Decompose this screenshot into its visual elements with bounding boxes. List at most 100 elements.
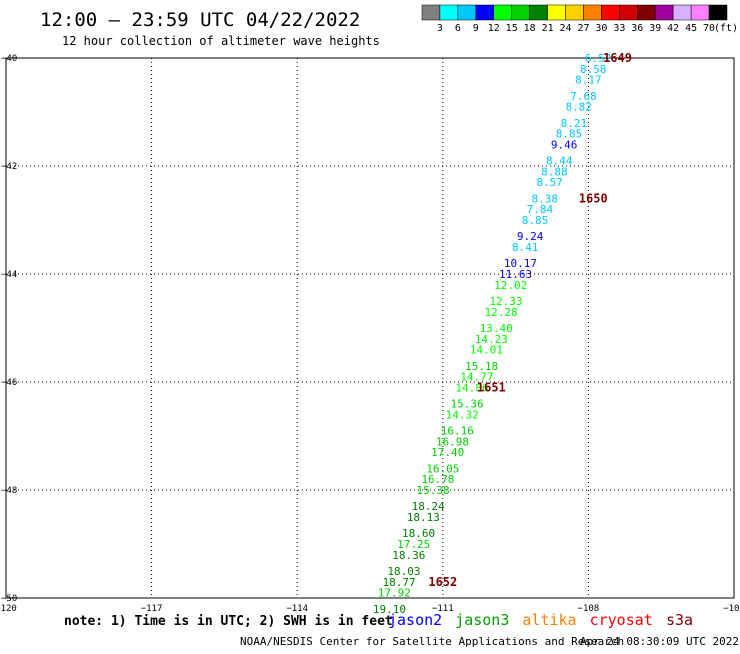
x-tick-label: −114: [286, 604, 308, 614]
wave-height-value: 8.44: [546, 155, 573, 168]
wave-height-value: 16.05: [426, 462, 459, 475]
wave-height-value: 12.28: [484, 306, 517, 319]
wave-height-value: 8.41: [512, 241, 539, 254]
wave-height-value: 8.21: [561, 117, 588, 130]
wave-height-value: 18.13: [407, 511, 440, 524]
color-scale-unit: (ft): [714, 23, 738, 34]
color-swatch: [583, 4, 602, 21]
satellite-legend-item: jason2: [388, 611, 442, 629]
x-tick-label: −120: [0, 604, 17, 614]
wave-height-value: 15.18: [465, 360, 498, 373]
wave-height-value: 15.36: [451, 398, 484, 411]
y-tick-labels: −40 −42 −44 −46 −48 −50: [1, 54, 17, 604]
wave-height-value: 14.23: [475, 333, 508, 346]
wave-height-value: 10.17: [504, 257, 537, 270]
wave-height-value: 8.17: [575, 74, 602, 87]
wave-height-value: 17.25: [397, 538, 430, 551]
wave-height-value: 9.46: [551, 138, 578, 151]
wave-height-value: 17.92: [378, 587, 411, 600]
wave-height-value: 17.40: [431, 446, 464, 459]
wave-height-value: 7.84: [527, 203, 554, 216]
satellite-legend-item: cryosat: [590, 611, 653, 629]
wave-height-value: 8.57: [536, 176, 563, 189]
color-swatch: [637, 4, 656, 21]
color-scale-tick: 42: [667, 23, 679, 34]
wave-height-value: 13.40: [480, 322, 513, 335]
grid-lines: [6, 58, 734, 598]
wave-height-value: 8.82: [565, 101, 592, 114]
footer-timestamp: Apr 24 08:30:09 UTC 2022: [580, 635, 739, 648]
color-scale-tick: 33: [613, 23, 625, 34]
color-swatch: [493, 4, 512, 21]
wave-height-value: 19.10: [373, 603, 406, 616]
color-scale-tick: 9: [473, 23, 479, 34]
pass-number-label: 1651: [477, 380, 506, 394]
x-tick-labels: −120 −117 −114 −111 −108 −105: [0, 604, 740, 614]
wave-height-value: 8.85: [522, 214, 549, 227]
color-swatch: [690, 4, 710, 21]
color-swatch: [619, 4, 638, 21]
wave-height-value: 18.03: [387, 565, 420, 578]
wave-height-value: 8.38: [531, 192, 558, 205]
color-scale-tick: 18: [524, 23, 536, 34]
color-scale-tick: 24: [560, 23, 572, 34]
color-scale-tick: 3: [437, 23, 443, 34]
wave-height-value: 9.24: [517, 230, 544, 243]
pass-number-label: 1650: [579, 191, 608, 205]
color-swatch: [547, 4, 566, 21]
wave-height-value: 16.78: [421, 473, 454, 486]
color-scale-tick: 15: [506, 23, 518, 34]
color-swatch: [529, 4, 548, 21]
y-tick-label: −40: [1, 54, 17, 64]
color-scale-tick: 39: [649, 23, 661, 34]
color-swatch: [511, 4, 530, 21]
pass-number-label: 1649: [603, 51, 632, 65]
wave-height-value: 18.36: [392, 549, 425, 562]
color-scale-tick: 70: [703, 23, 715, 34]
footer-note: note: 1) Time is in UTC; 2) SWH is in fe…: [64, 614, 393, 629]
satellite-legend-item: s3a: [666, 611, 693, 629]
color-scale-tick: 12: [488, 23, 500, 34]
chart-subtitle: 12 hour collection of altimeter wave hei…: [62, 34, 380, 48]
wave-height-value: 16.16: [441, 425, 474, 438]
wave-height-value: 12.33: [489, 295, 522, 308]
y-tick-label: −50: [1, 594, 17, 604]
wave-height-value: 6.52: [585, 52, 612, 65]
x-tick-label: −111: [432, 604, 454, 614]
x-tick-label: −117: [141, 604, 163, 614]
wave-height-value: 15.38: [417, 484, 450, 497]
color-scale-tick: 21: [542, 23, 554, 34]
wave-height-value: 18.60: [402, 527, 435, 540]
wave-height-value: 7.68: [570, 90, 597, 103]
wave-height-points: 6.528.588.177.688.828.218.859.468.448.88…: [373, 52, 612, 616]
wave-height-value: 16.98: [436, 435, 469, 448]
color-scale-legend: 3 6 9 12 15 18 21 24 27 30 33 36 39 42 45 70: [421, 4, 728, 34]
color-scale-tick: 36: [631, 23, 643, 34]
color-scale-tick: 30: [595, 23, 607, 34]
color-swatch: [439, 4, 459, 21]
pass-labels: 1649 1650 1651 1652: [428, 51, 632, 589]
x-tick-label: −108: [578, 604, 600, 614]
satellite-legend: jason2 jason3 altika cryosat s3a: [388, 611, 693, 629]
color-swatch: [421, 4, 441, 21]
wave-height-value: 14.77: [460, 371, 493, 384]
wave-height-value: 11.63: [499, 268, 532, 281]
wave-height-value: 14.01: [470, 344, 503, 357]
y-tick-label: −42: [1, 162, 17, 172]
plot-frame: [5, 57, 735, 599]
color-swatch: [708, 4, 728, 21]
color-scale-tick: 27: [577, 23, 589, 34]
wave-height-value: 18.24: [412, 500, 445, 513]
wave-height-value: 12.02: [494, 279, 527, 292]
y-tick-label: −44: [1, 270, 17, 280]
y-tick-label: −46: [1, 378, 17, 388]
y-tick-label: −48: [1, 486, 17, 496]
satellite-legend-item: altika: [522, 611, 576, 629]
wave-height-value: 14.86: [455, 381, 488, 394]
wave-height-value: 18.77: [383, 576, 416, 589]
color-swatch: [565, 4, 584, 21]
color-swatch: [601, 4, 620, 21]
wave-height-value: 8.85: [556, 128, 583, 141]
